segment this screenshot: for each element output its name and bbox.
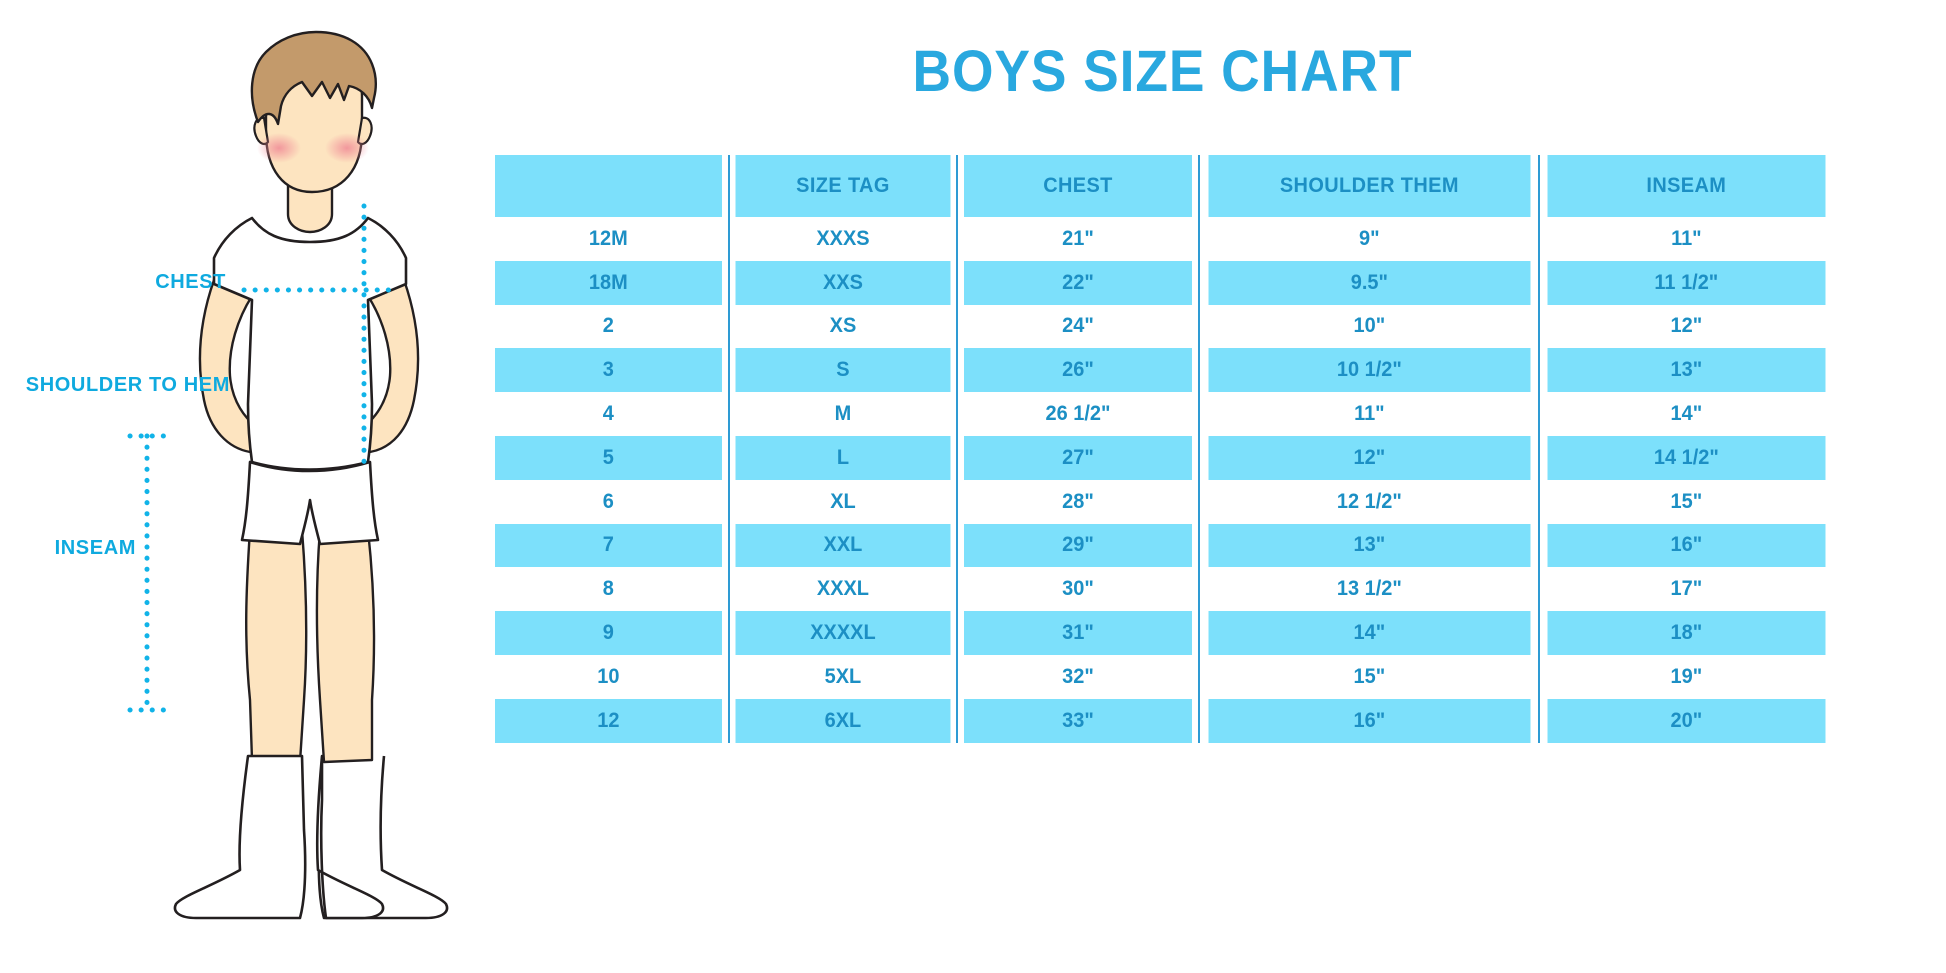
cell-inseam: 12"	[1546, 304, 1826, 349]
cell-inseam: 17"	[1546, 567, 1826, 612]
cell-chest: 33"	[962, 698, 1194, 743]
measure-label-chest: CHEST	[155, 271, 226, 293]
cell-age: 4	[494, 392, 724, 436]
cell-inseam: 19"	[1546, 654, 1826, 699]
cell-size-tag: 6XL	[734, 698, 952, 743]
column-header-shoulder-them: SHOULDER THEM	[1207, 155, 1532, 217]
cell-age: 5	[494, 435, 724, 480]
cell-shoulder-them: 12 1/2"	[1207, 479, 1532, 524]
column-header-size-tag: SIZE TAG	[734, 155, 952, 217]
cell-chest: 22"	[962, 260, 1194, 305]
shorts	[240, 460, 380, 546]
column-header-chest: CHEST	[962, 155, 1194, 217]
cell-shoulder-them: 14"	[1207, 611, 1532, 655]
header-row: SIZE TAG CHEST SHOULDER THEM INSEAM	[489, 155, 1833, 217]
cell-size-tag: 5XL	[734, 654, 952, 699]
blush-left	[257, 133, 301, 163]
cell-shoulder-them: 10"	[1207, 304, 1532, 349]
legs-group	[245, 528, 376, 764]
cell-size-tag: XXL	[734, 523, 952, 568]
hair	[250, 30, 377, 126]
column-header-inseam: INSEAM	[1546, 155, 1826, 217]
size-table: SIZE TAG CHEST SHOULDER THEM INSEAM 12M X…	[489, 155, 1833, 743]
cell-chest: 21"	[962, 217, 1194, 261]
measure-guides	[127, 203, 399, 713]
page-title: BOYS SIZE CHART	[912, 39, 1413, 104]
cell-inseam: 14"	[1546, 392, 1826, 436]
size-table-header: SIZE TAG CHEST SHOULDER THEM INSEAM	[489, 155, 1833, 217]
cell-inseam: 11 1/2"	[1546, 260, 1826, 305]
cell-inseam: 15"	[1546, 479, 1826, 524]
cell-chest: 30"	[962, 567, 1194, 612]
cell-size-tag: XL	[734, 479, 952, 524]
cell-inseam: 11"	[1546, 217, 1826, 261]
cell-age: 10	[494, 654, 724, 699]
measure-label-inseam: INSEAM	[54, 537, 136, 559]
cell-chest: 27"	[962, 435, 1194, 480]
head-group	[250, 30, 377, 194]
cell-chest: 26"	[962, 348, 1194, 393]
table-row: 4 M 26 1/2" 11" 14"	[489, 392, 1833, 436]
cell-chest: 31"	[962, 611, 1194, 655]
cell-size-tag: XXXS	[734, 217, 952, 261]
cell-age: 7	[494, 523, 724, 568]
cell-age: 12	[494, 698, 724, 743]
cell-inseam: 16"	[1546, 523, 1826, 568]
cell-size-tag: XXXL	[734, 567, 952, 612]
cell-inseam: 18"	[1546, 611, 1826, 655]
measure-label-shoulder-to-hem: SHOULDER TO HEM	[25, 374, 230, 396]
cell-shoulder-them: 13"	[1207, 523, 1532, 568]
cell-age: 12M	[494, 217, 724, 261]
cell-size-tag: XXXXL	[734, 611, 952, 655]
table-row: 7 XXL 29" 13" 16"	[489, 523, 1833, 568]
table-row: 18M XXS 22" 9.5" 11 1/2"	[489, 260, 1833, 305]
cell-inseam: 20"	[1546, 698, 1826, 743]
cell-size-tag: XS	[734, 304, 952, 349]
cell-shoulder-them: 9.5"	[1207, 260, 1532, 305]
cell-shoulder-them: 10 1/2"	[1207, 348, 1532, 393]
blush-right	[325, 133, 369, 163]
table-row: 8 XXXL 30" 13 1/2" 17"	[489, 567, 1833, 612]
size-table-body: 12M XXXS 21" 9" 11" 18M XXS 22" 9.5" 11 1/2" 2 XS 24…	[489, 217, 1833, 743]
table-row: 3 S 26" 10 1/2" 13"	[489, 348, 1833, 393]
table-row: 12M XXXS 21" 9" 11"	[489, 217, 1833, 261]
cell-size-tag: S	[734, 348, 952, 393]
cell-shoulder-them: 12"	[1207, 435, 1532, 480]
cell-size-tag: L	[734, 435, 952, 480]
tshirt	[212, 216, 408, 471]
cell-age: 3	[494, 348, 724, 393]
cell-shoulder-them: 15"	[1207, 654, 1532, 699]
boy-illustration	[0, 0, 470, 973]
size-table-wrapper: SIZE TAG CHEST SHOULDER THEM INSEAM 12M X…	[489, 155, 1833, 743]
socks-shoes-group	[173, 754, 449, 920]
cell-chest: 28"	[962, 479, 1194, 524]
cell-shoulder-them: 9"	[1207, 217, 1532, 261]
cell-chest: 29"	[962, 523, 1194, 568]
cell-shoulder-them: 11"	[1207, 392, 1532, 436]
cell-age: 18M	[494, 260, 724, 305]
cell-chest: 32"	[962, 654, 1194, 699]
cell-inseam: 14 1/2"	[1546, 435, 1826, 480]
cell-chest: 24"	[962, 304, 1194, 349]
table-row: 9 XXXXL 31" 14" 18"	[489, 611, 1833, 655]
cell-size-tag: XXS	[734, 260, 952, 305]
table-row: 5 L 27" 12" 14 1/2"	[489, 435, 1833, 480]
cell-age: 8	[494, 567, 724, 612]
cell-age: 6	[494, 479, 724, 524]
cell-chest: 26 1/2"	[962, 392, 1194, 436]
cell-shoulder-them: 16"	[1207, 698, 1532, 743]
table-row: 12 6XL 33" 16" 20"	[489, 698, 1833, 743]
cell-shoulder-them: 13 1/2"	[1207, 567, 1532, 612]
cell-size-tag: M	[734, 392, 952, 436]
table-row: 10 5XL 32" 15" 19"	[489, 654, 1833, 699]
cell-inseam: 13"	[1546, 348, 1826, 393]
cell-age: 9	[494, 611, 724, 655]
table-row: 2 XS 24" 10" 12"	[489, 304, 1833, 349]
cell-age: 2	[494, 304, 724, 349]
table-row: 6 XL 28" 12 1/2" 15"	[489, 479, 1833, 524]
column-header-age	[494, 155, 724, 217]
